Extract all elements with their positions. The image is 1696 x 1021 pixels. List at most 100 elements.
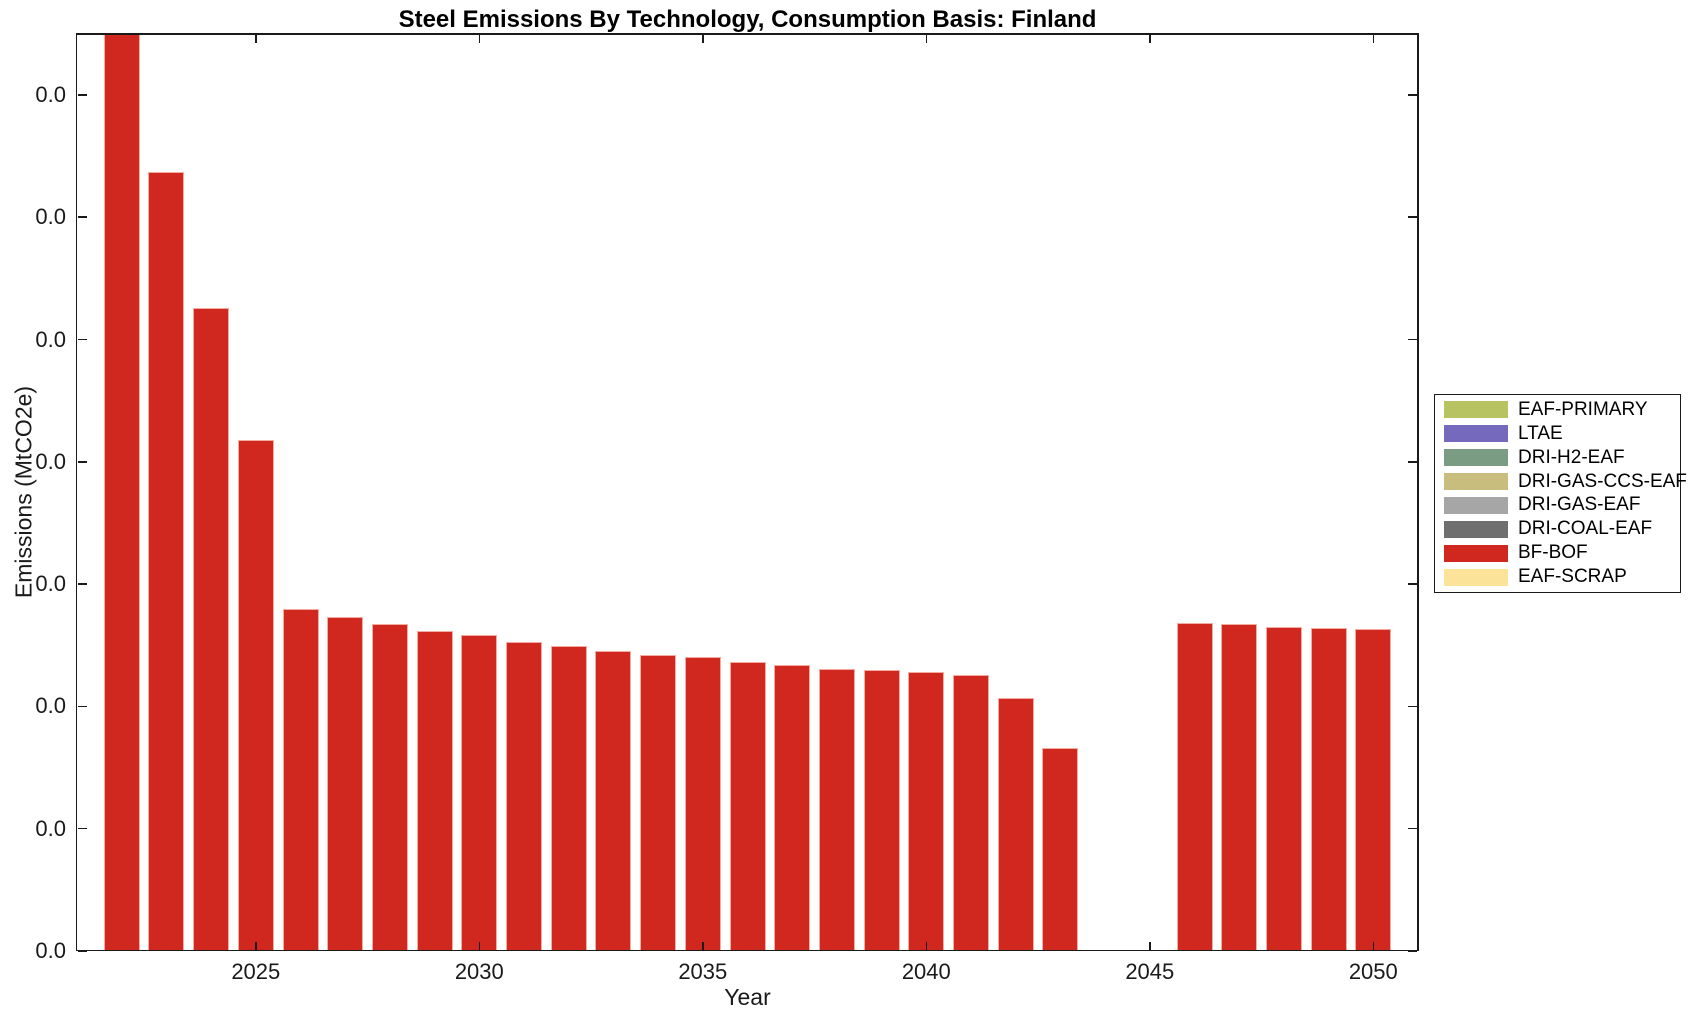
- y-axis-label: Emissions (MtCO2e): [10, 385, 37, 599]
- x-tick-mark: [1372, 941, 1375, 951]
- bar-2040: [908, 672, 945, 951]
- legend-swatch-eaf-primary: [1444, 401, 1508, 419]
- x-tick-mark-top: [925, 34, 928, 43]
- y-tick-mark-right: [1407, 338, 1417, 341]
- bar-2029: [416, 630, 453, 951]
- plot-area: [77, 33, 1417, 951]
- legend-label: DRI-GAS-EAF: [1518, 494, 1641, 516]
- y-tick-mark: [77, 461, 87, 463]
- legend-item-dri-gas-eaf: DRI-GAS-EAF: [1435, 494, 1680, 516]
- legend-label: EAF-SCRAP: [1518, 566, 1627, 587]
- bar-2046: [1176, 623, 1213, 951]
- y-tick-label-7: 0.0: [35, 81, 66, 107]
- y-tick-mark: [77, 94, 87, 96]
- legend-swatch-dri-gas-ccs-eaf: [1444, 473, 1508, 490]
- bar-2041: [953, 674, 989, 951]
- y-tick-mark-right: [1407, 94, 1417, 96]
- bar-2049: [1310, 628, 1347, 951]
- x-tick-mark: [702, 941, 704, 951]
- bar-2028: [371, 624, 408, 951]
- legend-item-dri-gas-ccs-eaf: DRI-GAS-CCS-EAF: [1435, 471, 1687, 493]
- legend-swatch-dri-coal-eaf: [1444, 520, 1508, 538]
- bar-2025: [237, 439, 274, 951]
- x-axis-label: Year: [724, 984, 771, 1010]
- y-tick-mark: [77, 583, 87, 585]
- legend-label: EAF-PRIMARY: [1518, 398, 1648, 420]
- legend-item-dri-h2-eaf: DRI-H2-EAF: [1435, 447, 1680, 469]
- legend-label: DRI-H2-EAF: [1518, 446, 1625, 468]
- bar-2038: [818, 668, 855, 951]
- legend-swatch-dri-h2-eaf: [1444, 449, 1508, 467]
- bar-2024: [193, 307, 230, 951]
- legend-label: DRI-COAL-EAF: [1518, 518, 1653, 540]
- y-tick-mark: [77, 827, 87, 830]
- bar-2022: [103, 33, 140, 951]
- bar-2050: [1355, 629, 1392, 951]
- legend-label: BF-BOF: [1518, 542, 1588, 564]
- x-tick-mark-top: [1149, 34, 1151, 43]
- y-tick-mark-right: [1407, 950, 1417, 952]
- y-tick-mark: [77, 216, 87, 218]
- bar-2043: [1042, 747, 1079, 951]
- bar-2033: [595, 651, 632, 951]
- y-tick-label-0: 0.0: [35, 938, 66, 963]
- legend: EAF-PRIMARY LTAE DRI-H2-EAF DRI-GAS-CCS-EAF…: [1434, 394, 1687, 593]
- y-tick-label-4: 0.0: [35, 448, 66, 474]
- bar-2034: [640, 655, 677, 951]
- y-tick-mark-right: [1407, 827, 1417, 830]
- x-tick-mark-top: [702, 34, 704, 43]
- x-tick-mark: [925, 941, 928, 951]
- legend-swatch-bf-bof: [1444, 544, 1508, 562]
- bar-2027: [327, 617, 364, 951]
- axis-bottom-line: [75, 949, 1419, 951]
- bar-2042: [997, 697, 1034, 951]
- axis-left-line: [75, 33, 77, 951]
- bar-2048: [1265, 626, 1302, 951]
- legend-item-eaf-scrap: EAF-SCRAP: [1435, 566, 1680, 588]
- legend-item-bf-bof: BF-BOF: [1435, 542, 1680, 564]
- y-tick-label-3: 0.0: [35, 571, 66, 597]
- bar-2031: [506, 641, 542, 951]
- x-tick-mark: [255, 941, 257, 951]
- bar-2037: [774, 664, 811, 951]
- bar-2047: [1221, 624, 1258, 951]
- bar-2039: [863, 669, 900, 951]
- axis-right-line: [1417, 33, 1419, 951]
- y-tick-label-5: 0.0: [35, 326, 66, 352]
- x-tick-mark: [478, 941, 481, 951]
- x-tick-label-2035: 2035: [678, 959, 728, 984]
- legend-item-ltae: LTAE: [1435, 423, 1680, 445]
- bar-2036: [729, 662, 766, 951]
- bar-2026: [282, 608, 319, 951]
- bar-2032: [550, 646, 587, 951]
- bar-2035: [684, 657, 721, 951]
- y-tick-mark-right: [1407, 216, 1417, 218]
- x-tick-mark-top: [255, 34, 257, 43]
- legend-label: DRI-GAS-CCS-EAF: [1518, 470, 1687, 492]
- bar-2030: [461, 635, 498, 951]
- x-tick-mark: [1149, 941, 1151, 951]
- x-tick-label-2040: 2040: [901, 959, 951, 984]
- y-tick-mark: [77, 950, 87, 952]
- chart-title: Steel Emissions By Technology, Consumpti…: [398, 6, 1097, 33]
- y-tick-label-1: 0.0: [35, 815, 66, 841]
- x-tick-label-2045: 2045: [1125, 959, 1175, 984]
- legend-label: LTAE: [1518, 422, 1563, 444]
- y-tick-label-6: 0.0: [35, 204, 66, 230]
- legend-item-dri-coal-eaf: DRI-COAL-EAF: [1435, 518, 1680, 540]
- legend-item-eaf-primary: EAF-PRIMARY: [1435, 399, 1680, 421]
- y-tick-mark: [77, 705, 87, 708]
- axis-top-line: [75, 33, 1419, 35]
- legend-swatch-dri-gas-eaf: [1444, 496, 1508, 514]
- x-tick-mark-top: [1372, 34, 1375, 43]
- y-tick-mark-right: [1407, 705, 1417, 708]
- x-tick-label-2030: 2030: [454, 959, 504, 984]
- y-tick-mark: [77, 338, 87, 341]
- y-tick-mark-right: [1407, 461, 1417, 463]
- legend-swatch-ltae: [1444, 425, 1508, 443]
- x-tick-label-2025: 2025: [231, 959, 281, 984]
- x-tick-label-2050: 2050: [1348, 959, 1398, 984]
- x-tick-mark-top: [478, 34, 481, 43]
- y-tick-label-2: 0.0: [35, 693, 66, 719]
